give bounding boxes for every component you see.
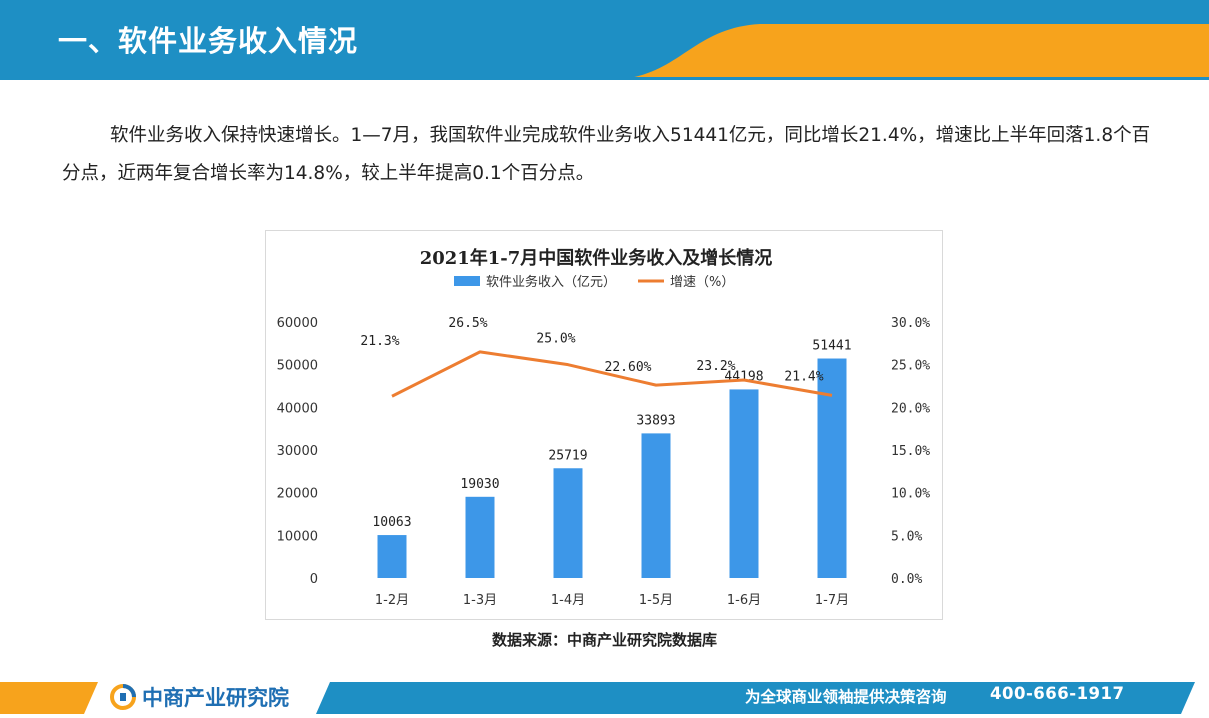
line-data-label: 21.3% [360, 334, 399, 349]
y-right-tick-label: 5.0% [891, 529, 922, 544]
y-right-tick-label: 0.0% [891, 572, 922, 587]
x-tick-label: 1-6月 [727, 593, 761, 608]
x-tick-label: 1-7月 [815, 593, 849, 608]
body-paragraph: 软件业务收入保持快速增长。1—7月，我国软件业完成软件业务收入51441亿元，同… [62, 125, 1151, 184]
y-right-tick-label: 10.0% [891, 487, 930, 502]
line-data-label: 21.4% [784, 369, 823, 384]
chart-title: 2021年1-7月中国软件业务收入及增长情况 [420, 247, 773, 269]
y-left-tick-label: 30000 [277, 444, 318, 459]
logo-icon [110, 684, 136, 710]
x-tick-label: 1-2月 [375, 593, 409, 608]
y-left-tick-label: 10000 [277, 529, 318, 544]
bar-data-label: 51441 [812, 339, 851, 354]
chart-legend: 软件业务收入（亿元） 增速（%） [454, 274, 734, 290]
bar [465, 496, 495, 578]
footer-phone: 400-666-1917 [990, 684, 1125, 703]
chart-source: 数据来源：中商产业研究院数据库 [491, 631, 717, 649]
y-right-tick-label: 25.0% [891, 359, 930, 374]
footer-bar [0, 680, 1209, 718]
footer-slogan: 为全球商业领袖提供决策咨询 [745, 688, 947, 706]
footer-logo: 中商产业研究院 [110, 684, 289, 710]
y-right-tick-label: 15.0% [891, 444, 930, 459]
line-data-label: 22.60% [605, 360, 652, 375]
bar [817, 358, 847, 578]
page-title: 一、软件业务收入情况 [58, 24, 359, 58]
plot-area: 0 10000 20000 30000 40000 50000 60000 0.0% 5.0% 1… [277, 316, 931, 608]
y-right-tick-label: 30.0% [891, 316, 930, 331]
bar-data-label: 25719 [548, 448, 587, 463]
bar-data-label: 10063 [372, 515, 411, 530]
line-data-label: 25.0% [536, 332, 575, 347]
y-left-tick-label: 50000 [277, 359, 318, 374]
footer-brand: 中商产业研究院 [142, 686, 289, 710]
bar [729, 389, 759, 578]
combo-chart: 2021年1-7月中国软件业务收入及增长情况 软件业务收入（亿元） 增速（%） … [277, 247, 931, 608]
footer-decoration [0, 682, 1195, 714]
y-left-tick-label: 40000 [277, 401, 318, 416]
bar [641, 433, 671, 578]
y-left-tick-label: 0 [310, 572, 318, 587]
growth-line [391, 350, 833, 398]
legend-label-line: 增速（%） [670, 275, 734, 290]
bar [553, 468, 583, 578]
legend-label-bar: 软件业务收入（亿元） [486, 274, 616, 290]
line-data-label: 26.5% [448, 316, 487, 331]
x-tick-label: 1-4月 [551, 593, 585, 608]
header-banner: 一、软件业务收入情况 [0, 0, 1209, 80]
y-left-tick-label: 60000 [277, 316, 318, 331]
x-tick-label: 1-5月 [639, 593, 673, 608]
chart-frame: 2021年1-7月中国软件业务收入及增长情况 软件业务收入（亿元） 增速（%） … [265, 230, 943, 620]
bar-data-label: 33893 [636, 413, 675, 428]
y-right-tick-label: 20.0% [891, 401, 930, 416]
bar [377, 535, 407, 578]
bar-data-label: 19030 [460, 477, 499, 492]
y-left-tick-label: 20000 [277, 487, 318, 502]
line-data-label: 23.2% [696, 359, 735, 374]
legend-swatch-bar [454, 276, 480, 286]
x-tick-label: 1-3月 [463, 593, 497, 608]
header-decoration [0, 0, 1209, 80]
